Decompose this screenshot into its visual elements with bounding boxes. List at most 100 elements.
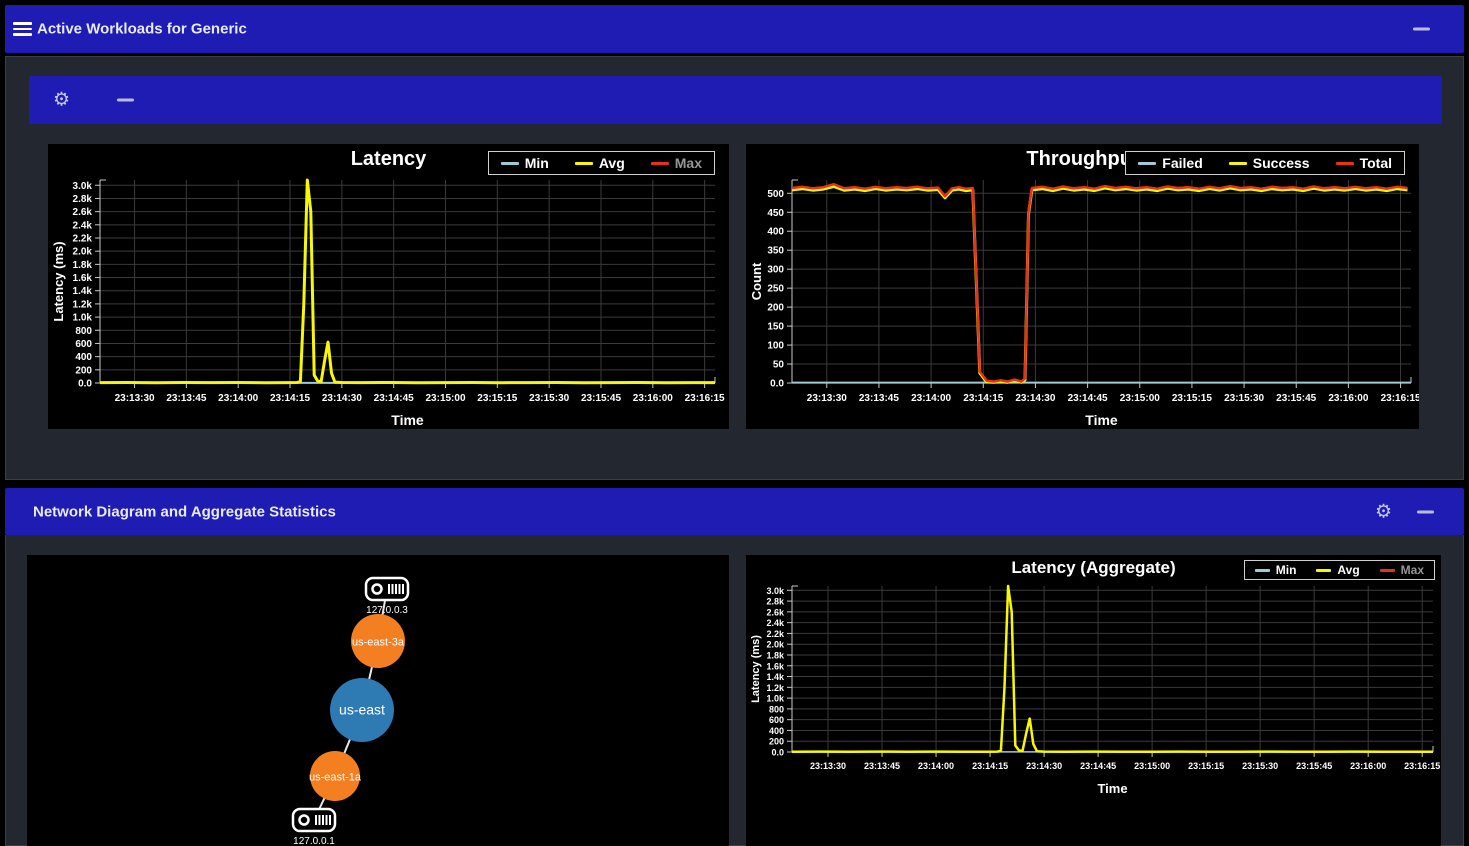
gear-icon[interactable]: ⚙ (1374, 501, 1392, 522)
svg-text:Time: Time (1097, 781, 1127, 796)
svg-text:400: 400 (75, 352, 92, 363)
legend-label: Max (674, 155, 702, 171)
throughput-chart-card: Throughput Failed Success Total 0.0 50 100 15… (746, 144, 1419, 429)
legend-item-avg[interactable]: Avg (574, 155, 625, 171)
workloads-toolbar: ⚙ (29, 76, 1442, 124)
node-label: us-east (339, 702, 385, 718)
svg-text:23:14:45: 23:14:45 (1080, 761, 1116, 771)
svg-text:1.6k: 1.6k (766, 661, 785, 671)
svg-text:1.0k: 1.0k (766, 694, 785, 704)
network-node-us-east-1a[interactable]: us-east-1a (309, 751, 362, 801)
svg-text:400: 400 (767, 227, 784, 238)
svg-text:1.0k: 1.0k (73, 313, 93, 324)
svg-text:23:14:15: 23:14:15 (963, 393, 1003, 404)
network-section-title: Network Diagram and Aggregate Statistics (33, 503, 336, 520)
svg-text:23:15:00: 23:15:00 (1134, 761, 1170, 771)
svg-text:23:15:15: 23:15:15 (1172, 393, 1212, 404)
svg-text:23:14:00: 23:14:00 (911, 393, 951, 404)
aggregate-chart-card: Latency (Aggregate) Min Avg Max 0.0 200 400 6… (746, 555, 1441, 846)
legend-label: Total (1359, 155, 1392, 171)
svg-text:Latency (ms): Latency (ms) (750, 635, 762, 703)
aggregate-chart-canvas: 0.02004006008001.0k1.2k1.4k1.6k1.8k2.0k2… (750, 584, 1440, 796)
legend-item-min[interactable]: Min (500, 155, 549, 171)
svg-text:2.4k: 2.4k (73, 220, 93, 231)
legend-swatch (650, 161, 669, 165)
svg-text:2.2k: 2.2k (766, 629, 785, 639)
svg-text:1.4k: 1.4k (73, 286, 93, 297)
collapse-header-icon[interactable] (1413, 27, 1430, 31)
svg-text:2.4k: 2.4k (766, 618, 785, 628)
throughput-chart-title: Throughput (1026, 148, 1139, 170)
svg-text:23:15:15: 23:15:15 (477, 393, 517, 404)
throughput-chart-canvas: 0.0 50 100 150 200 250 300 350 400 450 500 23:13:30… (749, 179, 1419, 428)
svg-text:23:13:45: 23:13:45 (859, 393, 899, 404)
svg-text:3.0k: 3.0k (73, 181, 93, 192)
legend-item-avg[interactable]: Avg (1316, 563, 1360, 577)
host-label: 127.0.0.3 (366, 605, 408, 616)
svg-text:2.0k: 2.0k (73, 247, 93, 258)
svg-text:23:15:45: 23:15:45 (581, 393, 621, 404)
legend-swatch (1228, 161, 1247, 165)
svg-text:450: 450 (767, 208, 784, 219)
legend-item-success[interactable]: Success (1228, 155, 1310, 171)
svg-text:23:13:30: 23:13:30 (807, 393, 847, 404)
svg-text:2.2k: 2.2k (73, 234, 93, 245)
throughput-legend: Failed Success Total (1125, 151, 1405, 175)
svg-text:23:15:15: 23:15:15 (1188, 761, 1224, 771)
svg-text:100: 100 (767, 341, 784, 352)
legend-label: Min (524, 155, 549, 171)
legend-item-max[interactable]: Max (650, 155, 702, 171)
gear-icon[interactable]: ⚙ (53, 89, 71, 111)
svg-text:3.0k: 3.0k (766, 586, 785, 596)
legend-item-max[interactable]: Max (1379, 563, 1424, 577)
svg-text:800: 800 (75, 326, 92, 337)
svg-text:350: 350 (767, 246, 784, 257)
hamburger-menu-icon[interactable] (13, 22, 32, 36)
network-diagram[interactable]: 127.0.0.3 us-east-3a us-east us-east-1a 127.… (27, 555, 729, 846)
collapse-section-icon[interactable] (1417, 510, 1434, 513)
legend-label: Success (1252, 155, 1310, 171)
svg-text:0.0: 0.0 (771, 748, 784, 758)
legend-label: Avg (598, 155, 625, 171)
svg-text:1.4k: 1.4k (766, 672, 785, 682)
svg-text:2.6k: 2.6k (766, 607, 785, 617)
svg-text:23:13:45: 23:13:45 (864, 761, 900, 771)
page-title: Active Workloads for Generic (37, 20, 247, 38)
app-header: Active Workloads for Generic (5, 5, 1464, 53)
svg-text:Latency (ms): Latency (ms) (51, 241, 66, 321)
svg-text:23:16:00: 23:16:00 (633, 393, 673, 404)
network-node-us-east[interactable]: us-east (330, 678, 394, 742)
latency-chart-canvas: 0.0 200 400 600 800 1.0k 1.2k 1.4k 1.6k 1.8k 2.0k 2… (51, 178, 725, 428)
svg-text:2.8k: 2.8k (766, 597, 785, 607)
legend-item-min[interactable]: Min (1254, 563, 1296, 577)
svg-text:1.2k: 1.2k (73, 299, 93, 310)
svg-text:200: 200 (75, 365, 92, 376)
svg-text:23:14:00: 23:14:00 (918, 761, 954, 771)
svg-text:23:15:45: 23:15:45 (1296, 761, 1332, 771)
svg-text:500: 500 (767, 189, 784, 200)
svg-text:23:16:00: 23:16:00 (1350, 761, 1386, 771)
network-node-host-127.0.0.1[interactable]: 127.0.0.1 (291, 807, 337, 846)
legend-item-failed[interactable]: Failed (1138, 155, 1203, 171)
legend-item-total[interactable]: Total (1335, 155, 1392, 171)
svg-text:23:15:45: 23:15:45 (1276, 393, 1316, 404)
legend-label: Avg (1337, 563, 1360, 577)
svg-text:23:14:00: 23:14:00 (218, 393, 258, 404)
host-label: 127.0.0.1 (293, 836, 335, 846)
svg-text:50: 50 (773, 360, 785, 371)
collapse-toolbar-icon[interactable] (117, 98, 134, 102)
network-node-us-east-3a[interactable]: us-east-3a (351, 614, 405, 668)
svg-text:300: 300 (767, 265, 784, 276)
legend-swatch (1254, 568, 1270, 572)
network-node-host-127.0.0.3[interactable]: 127.0.0.3 (364, 576, 410, 616)
svg-text:250: 250 (767, 284, 784, 295)
legend-swatch (574, 161, 593, 165)
latency-chart-title: Latency (350, 148, 427, 170)
legend-swatch (1316, 568, 1332, 572)
svg-text:23:13:30: 23:13:30 (115, 393, 155, 404)
legend-label: Max (1400, 563, 1424, 577)
svg-text:600: 600 (769, 715, 784, 725)
network-section-header: Network Diagram and Aggregate Statistics… (5, 488, 1464, 535)
svg-text:150: 150 (767, 322, 784, 333)
aggregate-chart-title: Latency (Aggregate) (1011, 558, 1176, 577)
